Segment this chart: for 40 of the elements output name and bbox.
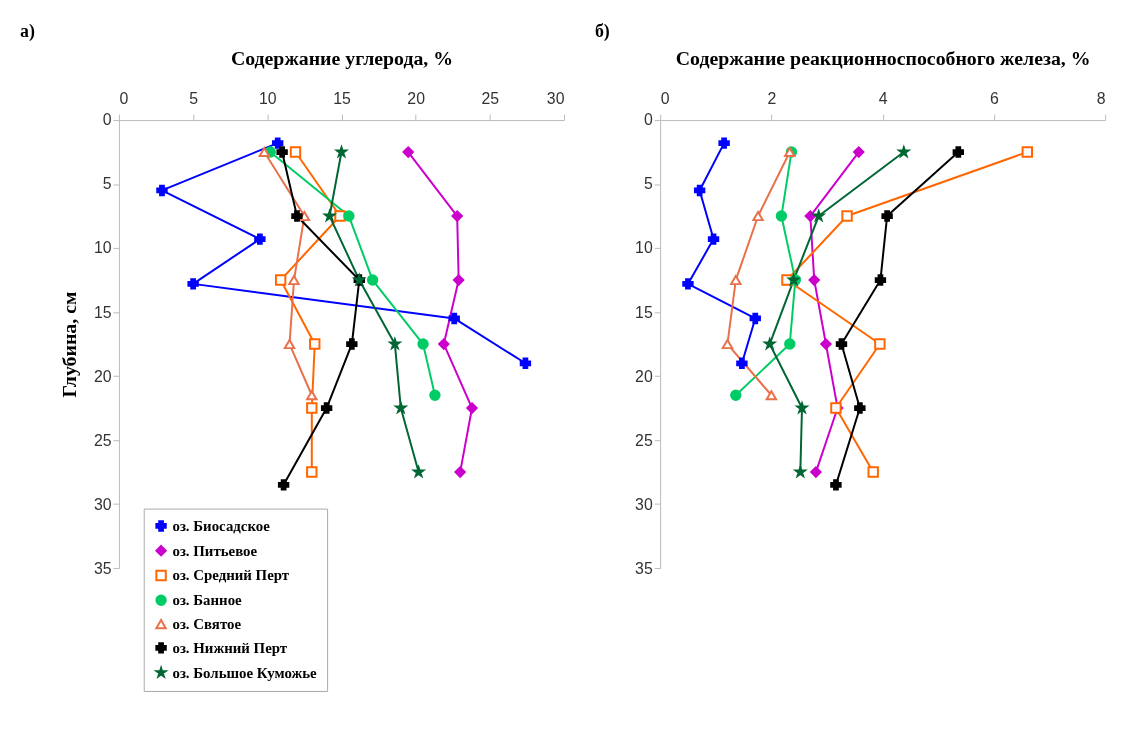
y-tick-label: 0 [643,111,653,129]
x-tick-label: 25 [481,89,500,107]
y-tick-label: 30 [635,495,653,513]
y-axis-title: Глубина, см [58,291,81,398]
x-axis-title: Содержание реакционноспособного железа, % [675,47,1091,70]
y-tick-label: 35 [635,559,653,577]
y-tick-label: 10 [93,239,112,257]
x-tick-label: 6 [990,89,1000,107]
legend-label: оз. Святое [172,616,242,633]
x-tick-label: 8 [1096,89,1106,107]
chart-title: а) [20,20,35,42]
y-tick-label: 20 [93,367,112,385]
y-tick-label: 5 [643,175,653,193]
y-tick-label: 0 [102,111,112,129]
x-axis-title: Содержание углерода, % [230,47,454,70]
y-tick-label: 5 [102,175,112,193]
y-tick-label: 15 [93,303,112,321]
legend-label: оз. Биосадское [172,517,271,534]
y-tick-label: 15 [635,303,653,321]
legend-label: оз. Банное [172,592,243,609]
x-tick-label: 0 [119,89,129,107]
chart-title: б) [594,20,610,42]
y-tick-label: 25 [93,431,112,449]
legend-label: оз. Большое Куможье [172,664,318,681]
x-tick-label: 5 [189,89,199,107]
x-tick-label: 20 [407,89,426,107]
x-tick-label: 2 [767,89,777,107]
legend-label: оз. Нижний Перт [172,639,288,656]
y-tick-label: 30 [93,495,112,513]
x-tick-label: 4 [878,89,888,107]
y-tick-label: 35 [93,559,112,577]
y-tick-label: 10 [635,239,653,257]
y-tick-label: 25 [635,431,653,449]
x-tick-label: 0 [660,89,670,107]
legend-label: оз. Средний Перт [172,567,290,584]
legend-label: оз. Питьевое [172,542,258,559]
x-tick-label: 30 [546,89,565,107]
x-tick-label: 10 [258,89,277,107]
x-tick-label: 15 [333,89,351,107]
y-tick-label: 20 [635,367,653,385]
